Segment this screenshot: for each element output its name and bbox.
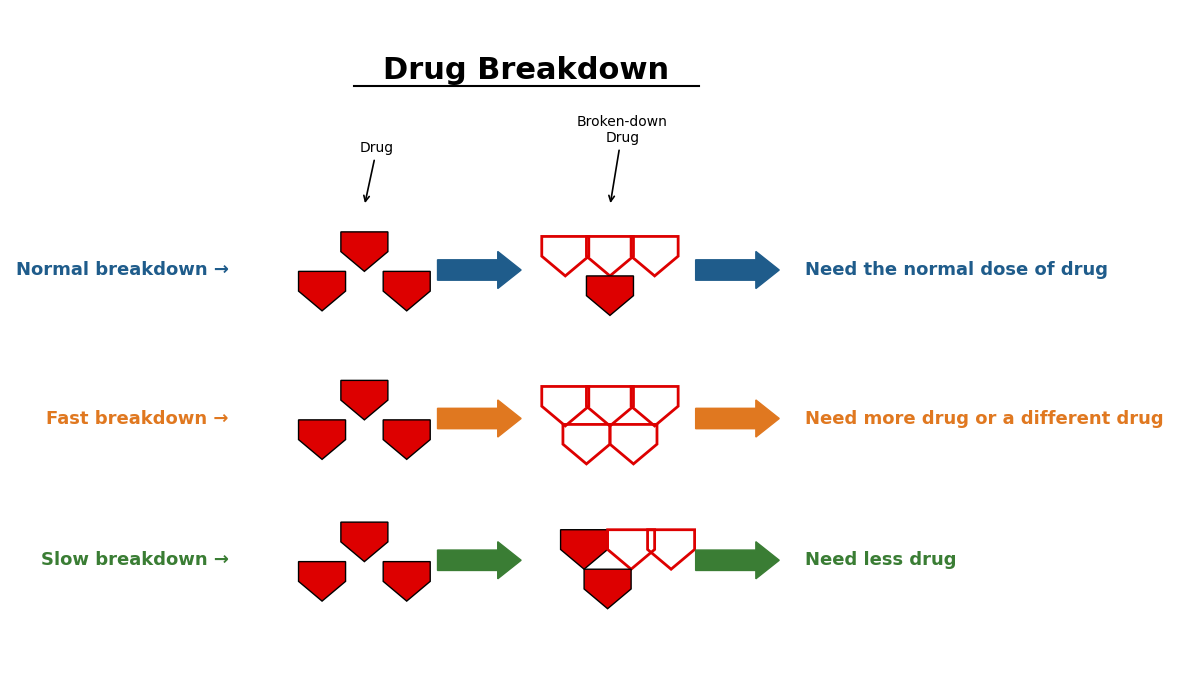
Polygon shape (383, 271, 431, 311)
Polygon shape (299, 420, 346, 460)
Polygon shape (587, 276, 634, 315)
Text: Broken-down
Drug: Broken-down Drug (577, 115, 668, 201)
Polygon shape (341, 522, 388, 562)
Polygon shape (341, 381, 388, 420)
Polygon shape (560, 530, 607, 569)
Text: Drug: Drug (360, 141, 394, 201)
Polygon shape (438, 541, 521, 578)
Text: Need more drug or a different drug: Need more drug or a different drug (805, 410, 1164, 427)
Text: Slow breakdown →: Slow breakdown → (41, 551, 228, 569)
Polygon shape (299, 562, 346, 601)
Polygon shape (696, 400, 779, 437)
Polygon shape (696, 541, 779, 578)
Polygon shape (383, 420, 431, 460)
Text: Fast breakdown →: Fast breakdown → (46, 410, 228, 427)
Polygon shape (438, 400, 521, 437)
Text: Drug Breakdown: Drug Breakdown (383, 57, 670, 85)
Polygon shape (299, 271, 346, 311)
Polygon shape (584, 569, 631, 609)
Text: Need the normal dose of drug: Need the normal dose of drug (805, 261, 1109, 279)
Polygon shape (696, 252, 779, 289)
Text: Normal breakdown →: Normal breakdown → (16, 261, 228, 279)
Polygon shape (383, 562, 431, 601)
Text: Need less drug: Need less drug (805, 551, 956, 569)
Polygon shape (341, 232, 388, 271)
Polygon shape (438, 252, 521, 289)
